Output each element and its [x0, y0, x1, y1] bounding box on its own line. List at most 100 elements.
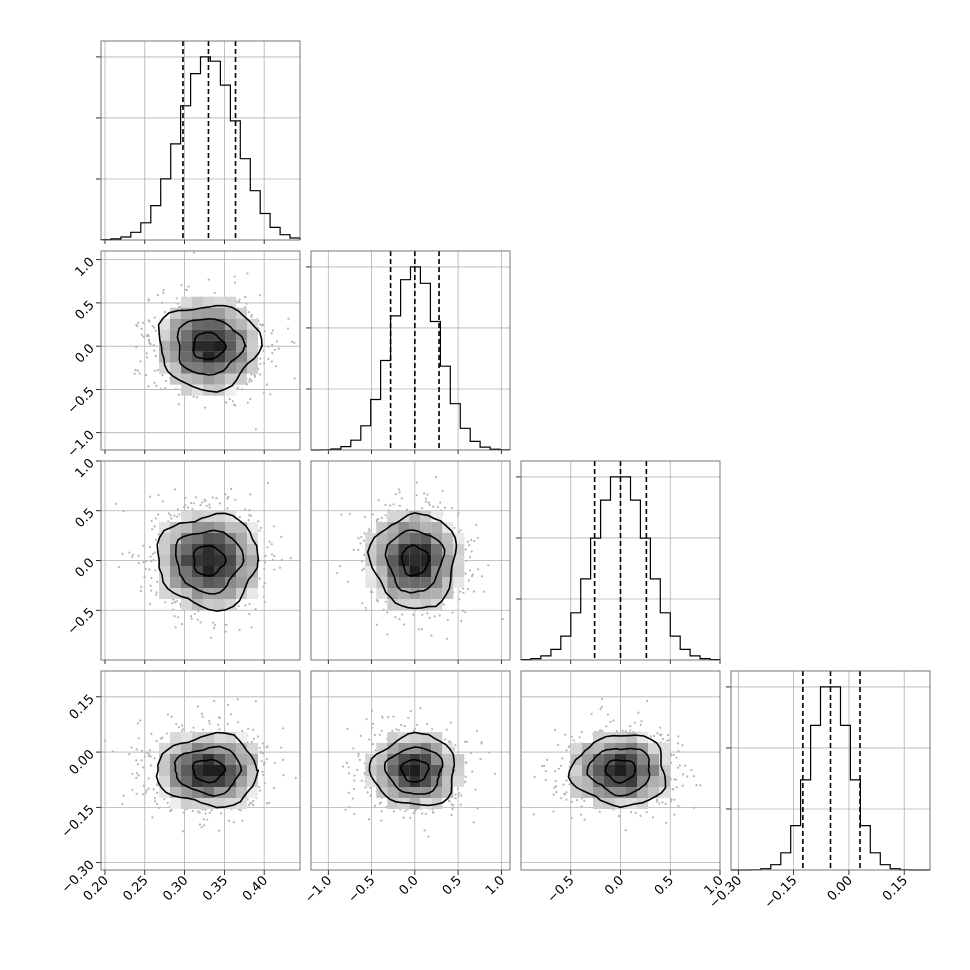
density-cell: [236, 588, 247, 599]
sample-point: [389, 504, 392, 507]
sample-point: [253, 373, 256, 376]
sample-point: [557, 743, 560, 747]
sample-point: [154, 538, 157, 541]
density-cell: [637, 765, 648, 776]
density-cell: [615, 798, 626, 809]
density-panel-3-2: [310, 460, 511, 664]
sample-point: [384, 503, 387, 506]
sample-point: [237, 721, 240, 724]
density-cell: [398, 765, 410, 776]
density-cell: [181, 351, 192, 363]
density-cell: [214, 340, 225, 352]
sample-point: [226, 703, 229, 707]
sample-point: [377, 499, 380, 502]
sample-point: [155, 593, 158, 596]
sample-point: [254, 700, 257, 703]
sample-point: [624, 829, 627, 832]
sample-point: [218, 716, 221, 720]
sample-point: [201, 501, 204, 504]
sample-point: [198, 811, 201, 814]
sample-point: [444, 738, 447, 741]
sample-point: [154, 329, 157, 332]
density-cell: [225, 566, 236, 577]
density-cell: [236, 522, 247, 533]
sample-point: [640, 720, 643, 723]
density-cell: [409, 555, 421, 566]
density-cell: [236, 533, 247, 544]
density-cell: [203, 373, 214, 385]
sample-point: [460, 619, 463, 623]
sample-point: [605, 725, 608, 728]
sample-point: [690, 769, 693, 772]
sample-point: [212, 621, 215, 624]
sample-point: [431, 505, 435, 508]
sample-point: [364, 609, 368, 612]
density-cell: [247, 329, 258, 341]
density-cell: [431, 787, 443, 798]
sample-point: [449, 740, 452, 744]
sample-point: [137, 321, 140, 324]
sample-point: [218, 502, 221, 505]
density-cell: [181, 307, 192, 319]
sample-point: [143, 575, 146, 578]
sample-point: [659, 726, 662, 729]
sample-point: [385, 806, 388, 809]
sample-point: [561, 757, 564, 760]
sample-point: [177, 616, 180, 619]
density-cell: [214, 787, 225, 798]
sample-point: [415, 481, 418, 484]
sample-point: [271, 344, 274, 347]
density-cell: [192, 340, 203, 352]
sample-point: [248, 612, 251, 616]
sample-point: [336, 572, 339, 575]
sample-point: [676, 742, 680, 745]
sample-point: [121, 552, 124, 556]
density-cell: [192, 732, 203, 743]
sample-point: [254, 428, 257, 431]
density-cell: [214, 798, 225, 809]
sample-point: [483, 590, 486, 593]
sample-point: [345, 761, 348, 765]
sample-point: [405, 508, 408, 511]
sample-point: [699, 784, 702, 787]
hist-panel-2: [306, 250, 511, 454]
sample-point: [454, 744, 457, 747]
density-panel-2-1: −1.0 −0.5 0.0 0.5 1.0: [65, 250, 301, 461]
sample-point: [263, 330, 266, 333]
density-cell: [214, 351, 225, 363]
sample-point: [293, 377, 296, 380]
sample-point: [474, 788, 477, 791]
density-cell: [604, 743, 615, 754]
sample-point: [397, 729, 400, 732]
sample-point: [421, 812, 424, 815]
density-cell: [225, 384, 236, 396]
density-cell: [170, 533, 181, 544]
sample-point: [387, 716, 390, 719]
sample-point: [180, 730, 183, 733]
sample-point: [258, 323, 261, 326]
sample-point: [439, 501, 442, 504]
sample-point: [572, 739, 575, 742]
sample-point: [139, 589, 142, 593]
x-tick-label: 0.15: [880, 873, 911, 904]
sample-point: [135, 346, 138, 349]
sample-point: [259, 294, 262, 297]
density-cell: [192, 307, 203, 319]
sample-point: [155, 384, 158, 387]
sample-point: [122, 509, 125, 513]
sample-point: [161, 374, 164, 377]
sample-point: [565, 798, 568, 801]
sample-point: [208, 503, 211, 506]
sample-point: [264, 555, 267, 558]
sample-point: [398, 618, 401, 621]
sample-point: [154, 354, 157, 358]
sample-point: [475, 523, 478, 527]
sample-point: [554, 780, 557, 783]
sample-point: [224, 401, 228, 404]
sample-point: [464, 740, 467, 743]
sample-point: [461, 609, 464, 612]
sample-point: [661, 801, 664, 804]
density-cell: [387, 511, 399, 522]
sample-point: [414, 810, 417, 813]
density-cell: [225, 743, 236, 754]
